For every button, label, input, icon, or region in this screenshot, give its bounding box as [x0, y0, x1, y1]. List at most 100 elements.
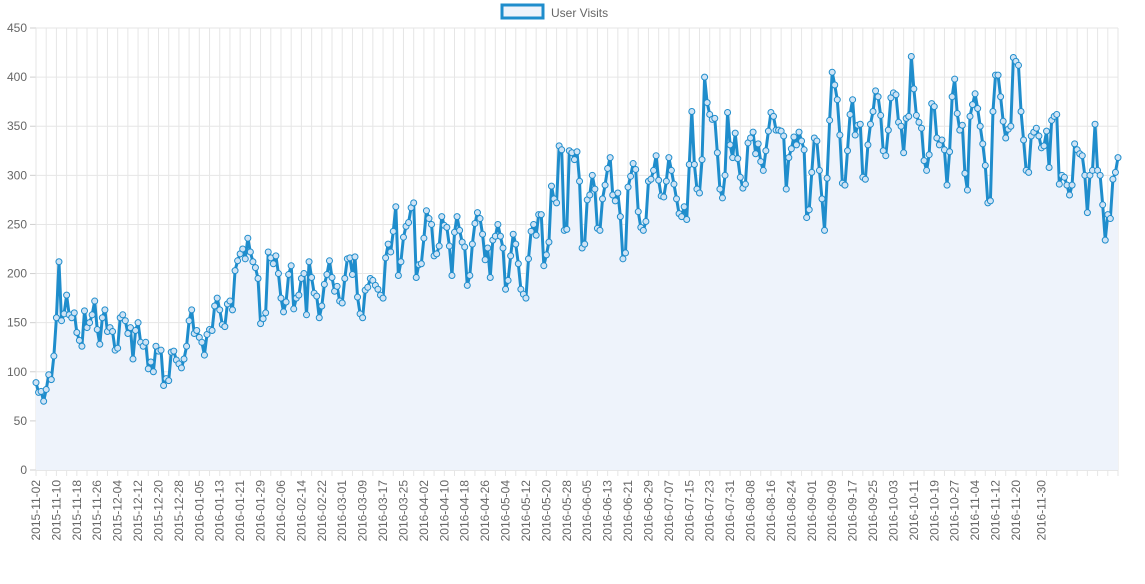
- data-point[interactable]: [701, 73, 709, 81]
- data-point[interactable]: [134, 319, 142, 327]
- data-point[interactable]: [695, 189, 703, 197]
- data-point[interactable]: [313, 292, 321, 300]
- data-point[interactable]: [1040, 142, 1048, 150]
- data-point[interactable]: [1045, 163, 1053, 171]
- data-point[interactable]: [315, 314, 323, 322]
- data-point[interactable]: [254, 274, 262, 282]
- data-point[interactable]: [892, 91, 900, 99]
- data-point[interactable]: [976, 122, 984, 130]
- data-point[interactable]: [471, 219, 479, 227]
- data-point[interactable]: [229, 306, 236, 314]
- data-point[interactable]: [690, 161, 698, 169]
- data-point[interactable]: [938, 136, 946, 144]
- data-point[interactable]: [726, 141, 734, 149]
- data-point[interactable]: [1043, 127, 1051, 135]
- data-point[interactable]: [910, 85, 918, 93]
- data-point[interactable]: [244, 234, 252, 242]
- data-point[interactable]: [522, 294, 530, 302]
- data-point[interactable]: [780, 132, 788, 140]
- data-point[interactable]: [1106, 215, 1114, 223]
- data-point[interactable]: [504, 276, 512, 284]
- data-point[interactable]: [547, 182, 555, 190]
- data-point[interactable]: [1055, 180, 1063, 188]
- data-point[interactable]: [165, 377, 173, 385]
- data-point[interactable]: [259, 315, 267, 323]
- data-point[interactable]: [1053, 110, 1061, 118]
- data-point[interactable]: [994, 71, 1002, 79]
- data-point[interactable]: [930, 103, 938, 111]
- data-point[interactable]: [78, 342, 86, 350]
- data-point[interactable]: [759, 166, 767, 174]
- data-point[interactable]: [208, 327, 216, 335]
- data-point[interactable]: [570, 156, 578, 164]
- data-point[interactable]: [32, 379, 40, 387]
- data-point[interactable]: [183, 342, 191, 350]
- data-point[interactable]: [611, 197, 619, 205]
- data-point[interactable]: [264, 248, 272, 256]
- data-point[interactable]: [241, 255, 249, 263]
- data-point[interactable]: [665, 154, 673, 162]
- data-point[interactable]: [473, 209, 481, 217]
- data-point[interactable]: [129, 355, 137, 363]
- data-point[interactable]: [757, 158, 765, 166]
- data-point[interactable]: [866, 120, 874, 128]
- data-point[interactable]: [752, 150, 760, 158]
- data-point[interactable]: [499, 244, 507, 252]
- data-point[interactable]: [713, 149, 721, 157]
- data-point[interactable]: [989, 107, 997, 115]
- data-point[interactable]: [884, 126, 892, 134]
- data-point[interactable]: [295, 291, 303, 299]
- data-point[interactable]: [305, 258, 313, 266]
- data-point[interactable]: [91, 297, 99, 305]
- data-point[interactable]: [144, 365, 152, 373]
- data-point[interactable]: [1078, 152, 1086, 160]
- data-point[interactable]: [216, 306, 224, 314]
- data-point[interactable]: [282, 298, 290, 306]
- data-point[interactable]: [974, 105, 982, 113]
- data-point[interactable]: [749, 128, 757, 136]
- data-point[interactable]: [1032, 124, 1040, 132]
- data-point[interactable]: [445, 242, 453, 250]
- data-point[interactable]: [606, 154, 614, 162]
- data-point[interactable]: [762, 147, 770, 155]
- data-point[interactable]: [1099, 201, 1107, 209]
- data-point[interactable]: [160, 382, 168, 390]
- data-point[interactable]: [142, 338, 150, 346]
- data-point[interactable]: [262, 309, 270, 317]
- data-point[interactable]: [642, 218, 650, 225]
- data-point[interactable]: [397, 258, 405, 266]
- data-point[interactable]: [359, 314, 367, 322]
- data-point[interactable]: [323, 271, 331, 279]
- data-point[interactable]: [96, 340, 104, 348]
- data-point[interactable]: [795, 128, 803, 136]
- data-point[interactable]: [47, 376, 55, 384]
- data-point[interactable]: [900, 149, 908, 157]
- data-point[interactable]: [632, 165, 640, 173]
- data-point[interactable]: [221, 323, 229, 331]
- data-point[interactable]: [821, 226, 829, 234]
- data-point[interactable]: [818, 195, 826, 203]
- data-point[interactable]: [512, 240, 520, 248]
- data-point[interactable]: [333, 282, 341, 290]
- data-point[interactable]: [563, 225, 571, 233]
- data-point[interactable]: [540, 262, 548, 270]
- data-point[interactable]: [1111, 168, 1119, 176]
- data-point[interactable]: [1068, 181, 1076, 189]
- data-point[interactable]: [877, 111, 885, 119]
- data-point[interactable]: [558, 146, 566, 154]
- data-point[interactable]: [792, 141, 800, 149]
- data-point[interactable]: [1071, 140, 1079, 148]
- data-point[interactable]: [1091, 120, 1099, 128]
- data-point[interactable]: [747, 134, 755, 142]
- data-point[interactable]: [731, 129, 739, 137]
- data-point[interactable]: [251, 264, 259, 272]
- data-point[interactable]: [387, 248, 395, 256]
- data-point[interactable]: [249, 258, 257, 266]
- data-point[interactable]: [969, 101, 977, 109]
- data-point[interactable]: [764, 127, 772, 135]
- data-point[interactable]: [698, 156, 706, 164]
- data-point[interactable]: [1060, 173, 1068, 181]
- data-point[interactable]: [354, 293, 362, 301]
- data-point[interactable]: [476, 215, 484, 223]
- data-point[interactable]: [953, 109, 961, 117]
